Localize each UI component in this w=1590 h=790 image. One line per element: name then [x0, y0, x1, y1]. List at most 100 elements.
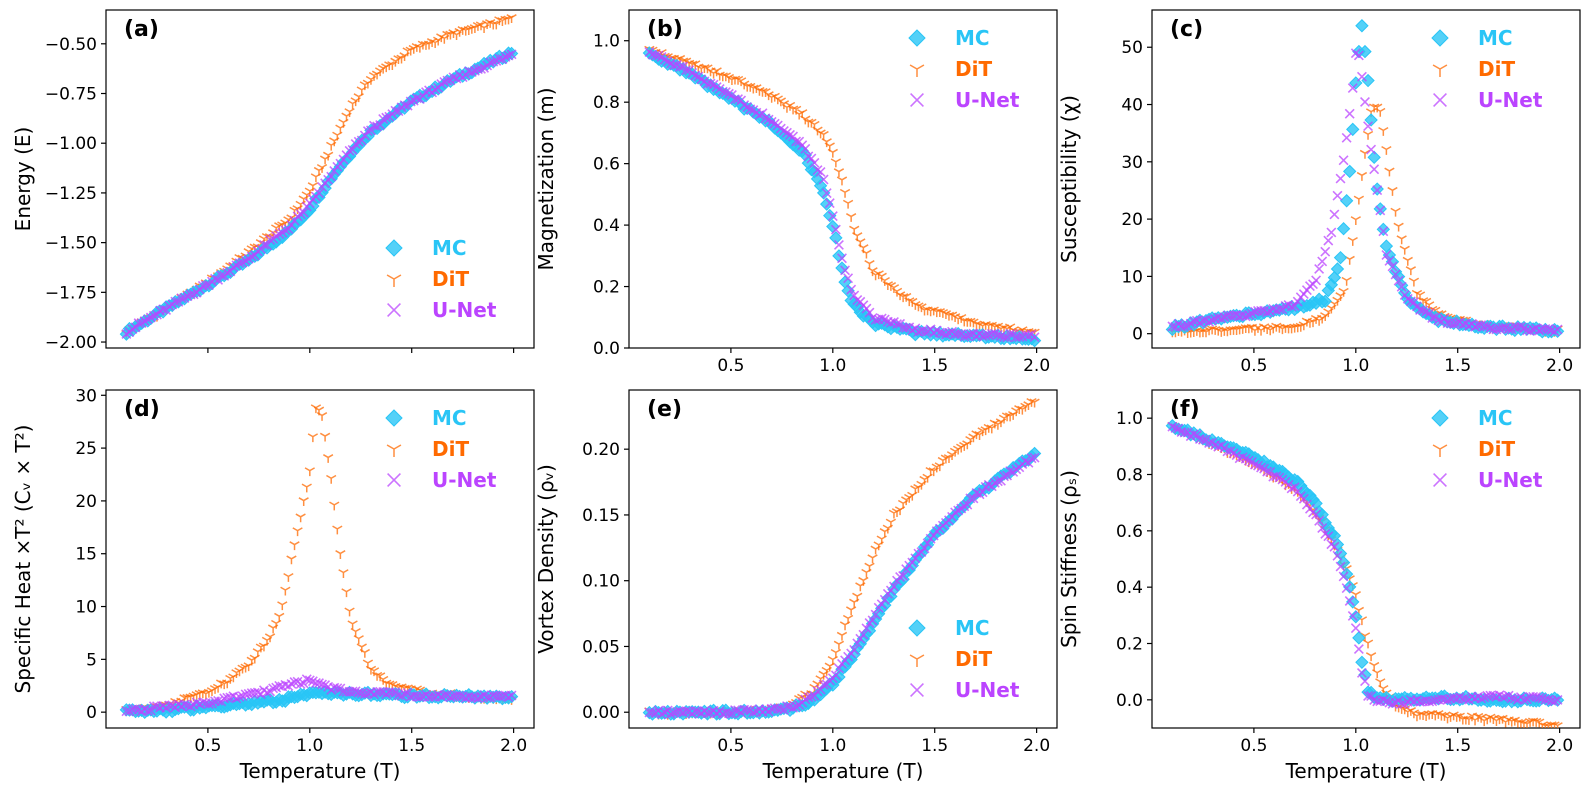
- data-point-u-net: [1170, 423, 1181, 434]
- data-point-u-net: [1353, 644, 1364, 655]
- data-points: [119, 14, 519, 341]
- data-point-mc: [1027, 333, 1042, 348]
- data-point-u-net: [1515, 321, 1526, 332]
- data-point-u-net: [806, 153, 817, 164]
- data-point-u-net: [185, 289, 196, 300]
- data-point-u-net: [1384, 255, 1395, 266]
- data-point-u-net: [674, 61, 685, 72]
- data-point-u-net: [301, 674, 312, 685]
- data-point-dit: [298, 497, 309, 507]
- data-point-u-net: [1427, 313, 1438, 323]
- data-point-u-net: [681, 65, 692, 76]
- data-point-u-net: [1363, 691, 1374, 701]
- data-point-u-net: [1427, 696, 1438, 707]
- data-point-u-net: [867, 615, 878, 626]
- data-point-dit: [1341, 276, 1352, 286]
- y-tick-label: −1.00: [45, 134, 97, 154]
- data-point-dit: [264, 633, 276, 643]
- legend-label-u-net: U-Net: [955, 678, 1020, 702]
- data-point-dit: [1356, 171, 1368, 181]
- data-point-dit: [876, 535, 887, 545]
- data-point-dit: [283, 572, 294, 582]
- y-axis-label: Spin Stiffness (ρₛ): [1057, 470, 1081, 648]
- panel-label: (c): [1170, 17, 1203, 42]
- data-point-u-net: [837, 253, 847, 264]
- data-point-u-net: [332, 683, 343, 694]
- y-axis-label: Specific Heat ×T² (Cᵥ × T²): [11, 425, 35, 694]
- data-point-u-net: [381, 112, 392, 123]
- y-tick-label: 0: [86, 703, 97, 723]
- data-point-u-net: [1240, 311, 1251, 322]
- legend: MC DiT U-Net: [1431, 26, 1543, 112]
- data-point-u-net: [861, 623, 872, 634]
- data-point-u-net: [411, 93, 422, 104]
- data-point-mc: [829, 231, 843, 245]
- data-point-dit: [1378, 126, 1389, 136]
- legend-marker-mc: [908, 29, 926, 47]
- data-point-u-net: [365, 125, 376, 136]
- data-point-u-net: [222, 692, 233, 703]
- y-tick-label: 0.2: [1116, 635, 1143, 655]
- data-point-u-net: [1347, 83, 1358, 94]
- data-point-u-net: [775, 704, 786, 714]
- data-point-u-net: [1408, 297, 1419, 308]
- panel-label: (d): [124, 397, 160, 422]
- data-point-u-net: [500, 51, 511, 62]
- data-point-dit: [827, 148, 838, 158]
- data-point-dit: [322, 454, 334, 463]
- data-point-u-net: [965, 329, 976, 340]
- data-point-dit: [1368, 661, 1380, 671]
- data-point-u-net: [338, 154, 349, 165]
- data-point-u-net: [1204, 316, 1215, 327]
- data-point-u-net: [824, 198, 835, 209]
- data-point-dit: [374, 672, 386, 682]
- data-point-u-net: [274, 229, 285, 240]
- legend-label-dit: DiT: [955, 647, 992, 671]
- data-point-u-net: [1509, 693, 1520, 704]
- data-point-mc: [1550, 324, 1565, 338]
- data-point-u-net: [919, 326, 930, 337]
- x-tick-label: 1.5: [1444, 736, 1471, 756]
- legend-marker-u-net: [387, 303, 401, 317]
- data-point-mc: [1318, 294, 1332, 308]
- panel-label: (a): [124, 17, 159, 42]
- data-point-u-net: [934, 327, 945, 338]
- data-point-u-net: [359, 688, 370, 699]
- data-point-u-net: [1356, 71, 1367, 82]
- data-point-u-net: [1378, 694, 1389, 705]
- data-point-u-net: [1353, 50, 1364, 61]
- legend-label-mc: MC: [955, 616, 990, 640]
- data-point-u-net: [1314, 515, 1325, 526]
- legend-marker-u-net: [910, 93, 924, 107]
- data-point-u-net: [659, 54, 670, 65]
- data-point-dit: [845, 213, 857, 222]
- data-point-u-net: [717, 86, 728, 97]
- data-point-u-net: [1323, 235, 1334, 246]
- data-point-u-net: [378, 114, 389, 124]
- data-point-u-net: [1262, 307, 1273, 318]
- data-point-u-net: [1329, 209, 1340, 220]
- data-point-mc: [1349, 76, 1363, 90]
- y-tick-label: 0.15: [582, 506, 620, 526]
- y-tick-label: 0.4: [593, 216, 620, 236]
- data-point-u-net: [310, 678, 321, 688]
- x-tick-label: 1.5: [921, 356, 948, 376]
- data-point-u-net: [295, 679, 306, 689]
- data-point-u-net: [901, 322, 912, 333]
- data-point-dit: [858, 244, 869, 254]
- data-point-mc: [1367, 150, 1381, 165]
- data-point-u-net: [730, 705, 740, 716]
- data-point-u-net: [399, 100, 410, 111]
- data-point-u-net: [130, 704, 141, 715]
- data-point-u-net: [1292, 296, 1303, 307]
- data-point-dit: [316, 163, 328, 173]
- x-tick-label: 2.0: [1546, 736, 1573, 756]
- y-axis-label: Vortex Density (ρᵥ): [534, 464, 558, 654]
- x-tick-label: 0.5: [717, 356, 744, 376]
- data-point-dit: [359, 648, 370, 658]
- data-point-u-net: [690, 706, 701, 717]
- data-point-u-net: [830, 670, 841, 681]
- data-point-u-net: [1460, 694, 1471, 704]
- data-point-u-net: [803, 692, 814, 703]
- data-point-u-net: [133, 318, 144, 329]
